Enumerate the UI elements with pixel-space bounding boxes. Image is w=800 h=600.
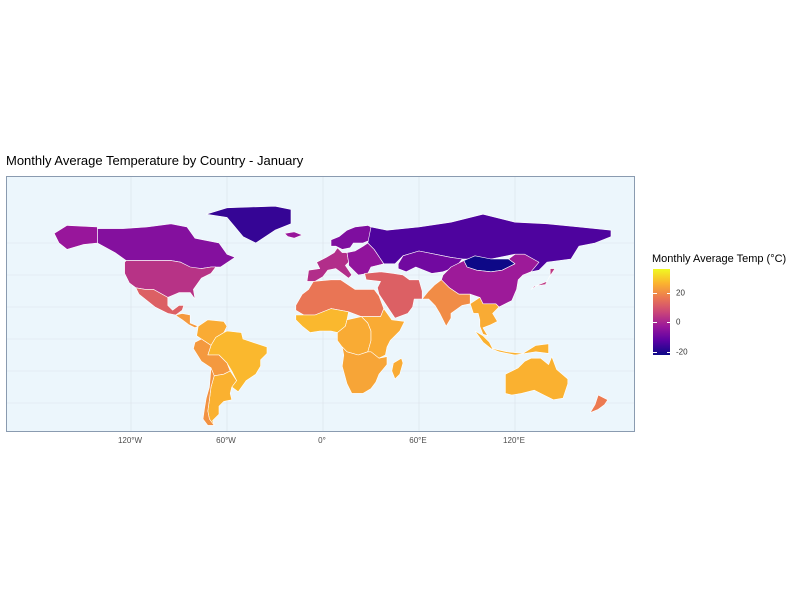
x-tick-label: 0° — [318, 436, 326, 445]
legend-tick-mark — [667, 292, 671, 294]
country-russia[interactable] — [367, 213, 612, 273]
legend-tick-mark — [653, 322, 657, 324]
country-western-europe[interactable] — [306, 247, 353, 282]
country-alaska[interactable] — [53, 225, 98, 250]
legend-tick-mark — [667, 322, 671, 324]
country-australia[interactable] — [505, 356, 569, 401]
x-tick-label: 60°W — [216, 436, 236, 445]
country-southern-africa[interactable] — [341, 346, 388, 394]
country-indonesia[interactable] — [474, 330, 549, 356]
legend-colorbar — [653, 269, 670, 355]
country-chile[interactable] — [202, 367, 215, 426]
legend-tick-mark — [667, 352, 671, 354]
country-central-america[interactable] — [175, 313, 199, 329]
legend: Monthly Average Temp (°C) 20 0 -20 — [652, 253, 787, 357]
country-madagascar[interactable] — [391, 357, 404, 380]
country-east-africa[interactable] — [361, 308, 405, 359]
country-eastern-europe[interactable] — [346, 242, 385, 276]
legend-tick-label: 20 — [676, 288, 685, 298]
country-iceland[interactable] — [284, 231, 303, 239]
legend-tick-label: 0 — [676, 317, 681, 327]
country-japan[interactable] — [530, 268, 556, 290]
countries — [53, 205, 612, 426]
country-india[interactable] — [421, 279, 471, 327]
world-map — [7, 177, 634, 431]
legend-title: Monthly Average Temp (°C) — [652, 253, 787, 265]
country-greenland[interactable] — [205, 205, 292, 244]
country-southeast-asia[interactable] — [469, 297, 500, 337]
country-china[interactable] — [441, 253, 540, 308]
legend-tick-mark — [653, 352, 657, 354]
country-new-zealand[interactable] — [589, 394, 609, 413]
map-panel — [6, 176, 635, 432]
country-mexico[interactable] — [135, 287, 185, 316]
x-tick-label: 60°E — [409, 436, 427, 445]
x-tick-label: 120°W — [117, 436, 143, 445]
legend-tick-mark — [653, 292, 657, 294]
country-middle-east[interactable] — [364, 271, 423, 319]
x-tick-label: 120°E — [503, 436, 525, 445]
chart-title: Monthly Average Temperature by Country -… — [6, 153, 304, 168]
legend-tick-label: -20 — [676, 347, 688, 357]
